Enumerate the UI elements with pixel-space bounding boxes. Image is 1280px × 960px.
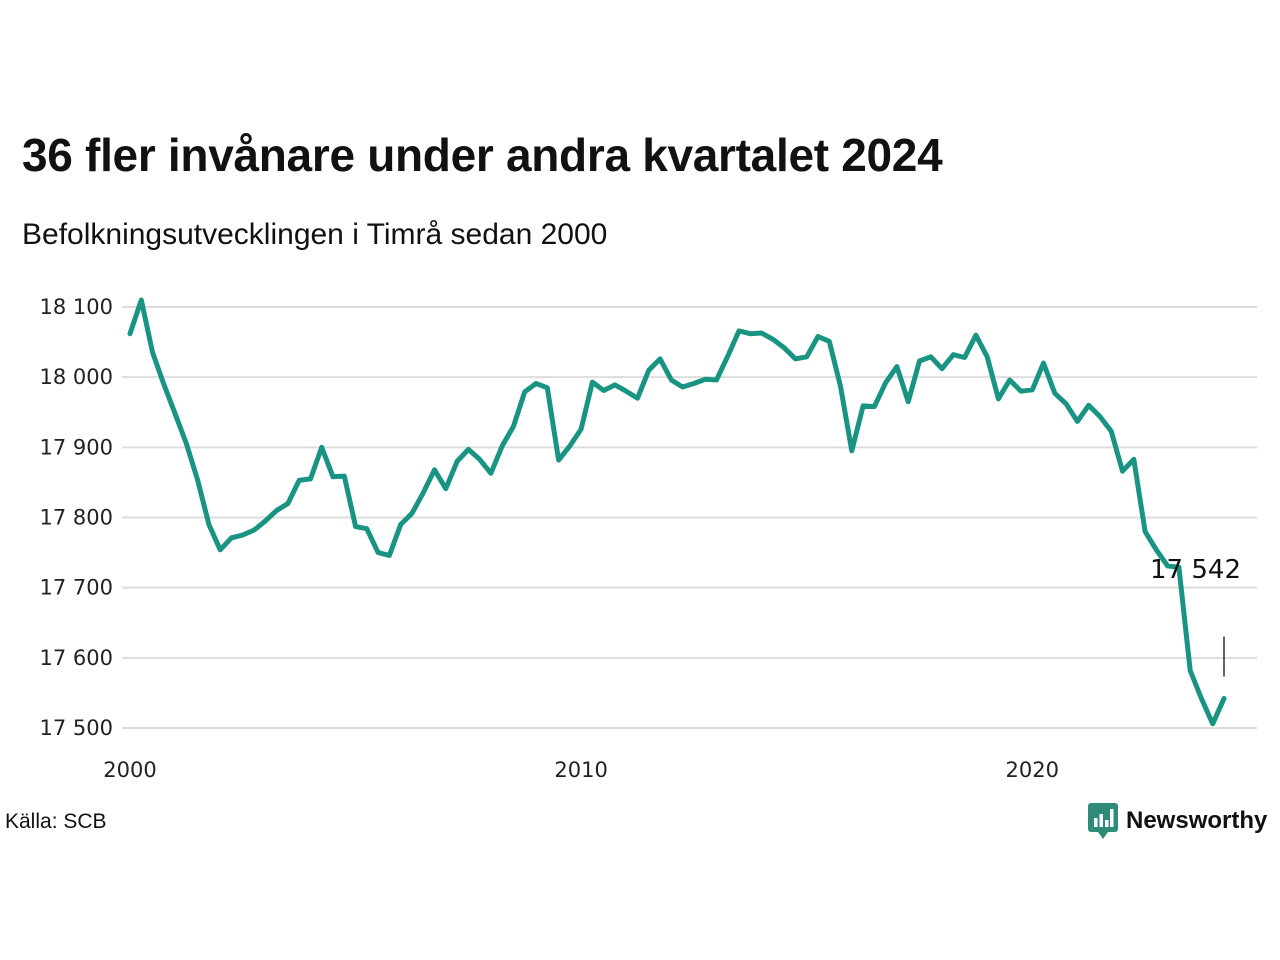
series-line [127,297,1227,727]
y-tick-label: 18 000 [40,365,113,389]
x-tick-label: 2020 [1006,758,1059,782]
gridlines [122,306,1257,729]
y-tick-label: 17 600 [40,646,113,670]
x-tick-label: 2000 [103,758,156,782]
x-axis-ticks: 2000 2010 2020 [103,758,1059,782]
brand-logo: Newsworthy [1088,803,1267,839]
annotations: 17 542 [1150,555,1241,677]
y-tick-label: 18 100 [40,295,113,319]
chart-subtitle: Befolkningsutvecklingen i Timrå sedan 20… [22,218,608,251]
y-tick-label: 17 800 [40,506,113,530]
end-value-label: 17 542 [1150,555,1241,585]
y-tick-label: 17 900 [40,435,113,459]
source-note: Källa: SCB [5,810,107,833]
y-tick-label: 17 700 [40,576,113,600]
newsworthy-logo-icon [1088,803,1118,839]
series [127,297,1227,727]
y-tick-label: 17 500 [40,716,113,740]
brand-name: Newsworthy [1126,807,1268,834]
chart-title: 36 fler invånare under andra kvartalet 2… [22,129,943,181]
x-tick-label: 2010 [554,758,607,782]
y-axis-ticks: 17 500 17 600 17 700 17 800 17 900 18 000 18 1… [40,295,113,740]
